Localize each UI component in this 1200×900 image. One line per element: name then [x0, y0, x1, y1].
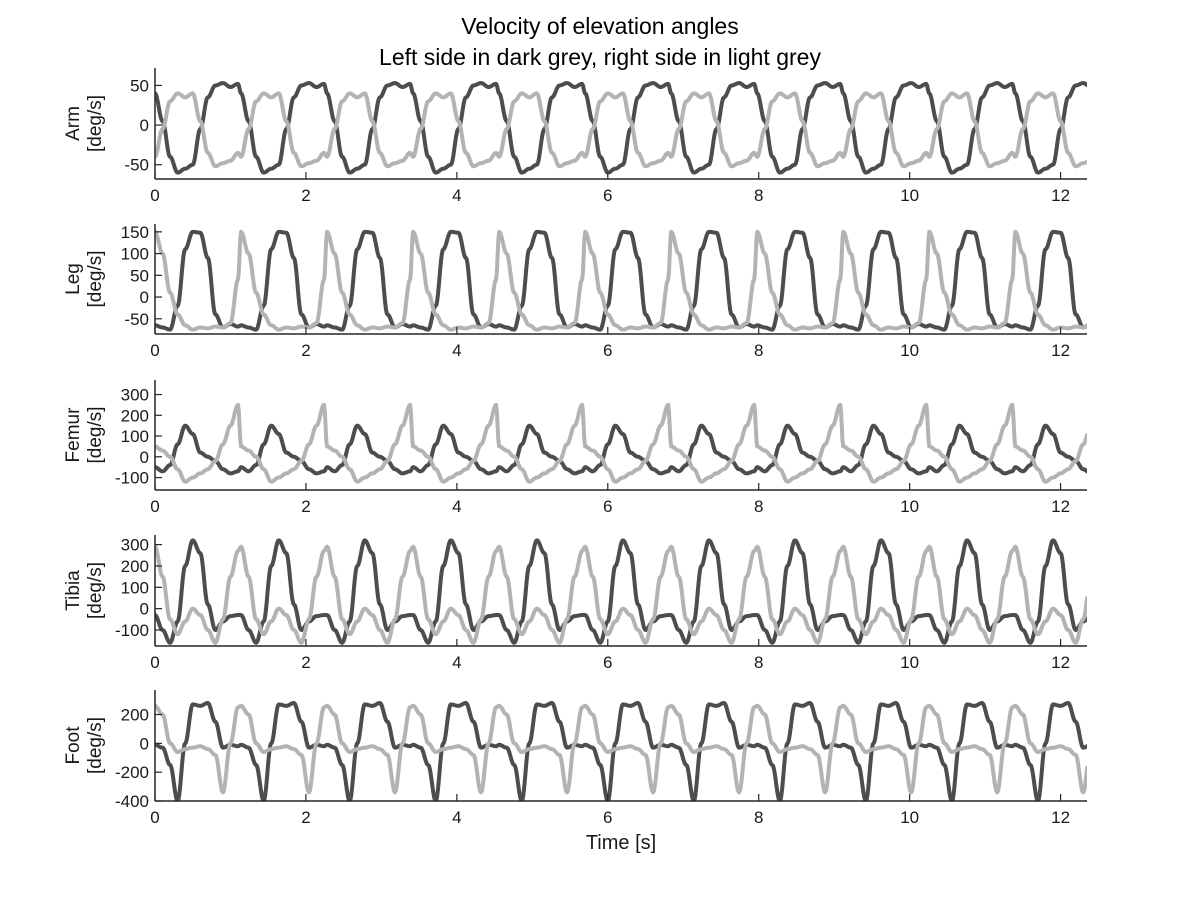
x-tick-label: 8: [754, 186, 763, 205]
x-tick-label: 2: [301, 808, 310, 827]
x-tick-label: 8: [754, 497, 763, 516]
series-group: [155, 229, 1087, 332]
y-tick-label: 300: [121, 386, 149, 405]
y-tick-label: 0: [140, 600, 149, 619]
x-tick-label: 4: [452, 808, 461, 827]
y-tick-label: -200: [115, 763, 149, 782]
y-tick-label: 200: [121, 557, 149, 576]
y-axis-label: [deg/s]: [85, 406, 106, 463]
x-tick-label: 12: [1051, 808, 1070, 827]
y-tick-label: 200: [121, 406, 149, 425]
series-line-left: [155, 423, 1087, 476]
y-tick-label: -100: [115, 621, 149, 640]
y-tick-label: 150: [121, 223, 149, 242]
x-tick-label: 8: [754, 808, 763, 827]
y-tick-label: 100: [121, 578, 149, 597]
y-axis-label: [deg/s]: [85, 250, 106, 307]
y-tick-label: -400: [115, 792, 149, 811]
series-group: [155, 81, 1087, 175]
y-tick-label: 0: [140, 288, 149, 307]
y-tick-label: 0: [140, 734, 149, 753]
chart-subtitle: Left side in dark grey, right side in li…: [379, 44, 821, 70]
series-line-right: [155, 229, 1087, 332]
x-tick-label: 2: [301, 341, 310, 360]
y-tick-label: 0: [140, 448, 149, 467]
x-tick-label: 6: [603, 186, 612, 205]
y-tick-label: 0: [140, 116, 149, 135]
x-tick-label: 0: [150, 497, 159, 516]
x-tick-label: 10: [900, 497, 919, 516]
x-tick-label: 12: [1051, 497, 1070, 516]
series-line-right: [155, 402, 1087, 484]
series-group: [155, 700, 1087, 801]
y-tick-label: 50: [130, 76, 149, 95]
y-tick-label: 100: [121, 245, 149, 264]
x-tick-label: 12: [1051, 653, 1070, 672]
y-tick-label: 300: [121, 536, 149, 555]
y-tick-label: -100: [115, 469, 149, 488]
x-tick-label: 2: [301, 186, 310, 205]
x-tick-label: 4: [452, 341, 461, 360]
series-line-left: [155, 229, 1087, 332]
series-group: [155, 402, 1087, 484]
series-line-left: [155, 538, 1087, 645]
y-axis-label: Femur: [63, 407, 84, 463]
x-tick-label: 2: [301, 653, 310, 672]
y-axis-label: Foot: [63, 726, 84, 765]
x-tick-label: 10: [900, 186, 919, 205]
x-tick-label: 4: [452, 497, 461, 516]
y-axis-label: [deg/s]: [85, 95, 106, 152]
y-axis-label: [deg/s]: [85, 562, 106, 619]
x-tick-label: 12: [1051, 341, 1070, 360]
x-tick-label: 8: [754, 341, 763, 360]
x-tick-label: 4: [452, 186, 461, 205]
x-tick-label: 0: [150, 186, 159, 205]
y-axis-label: [deg/s]: [85, 717, 106, 774]
subplot-foot: -400 -200 0 200 0 2 4 6 8 10 12 Foot [deg/s] Time [s]: [63, 690, 1087, 854]
x-tick-label: 8: [754, 653, 763, 672]
x-tick-label: 0: [150, 653, 159, 672]
x-tick-label: 2: [301, 497, 310, 516]
x-tick-label: 12: [1051, 186, 1070, 205]
y-tick-label: 100: [121, 427, 149, 446]
x-tick-label: 10: [900, 653, 919, 672]
x-tick-label: 6: [603, 653, 612, 672]
y-tick-label: -50: [124, 156, 149, 175]
x-tick-label: 0: [150, 341, 159, 360]
x-tick-label: 6: [603, 341, 612, 360]
x-tick-label: 10: [900, 808, 919, 827]
y-axis-label: Leg: [63, 263, 84, 295]
series-line-left: [155, 700, 1087, 801]
x-tick-label: 6: [603, 808, 612, 827]
x-tick-label: 0: [150, 808, 159, 827]
x-axis-label: Time [s]: [586, 832, 656, 854]
x-tick-label: 6: [603, 497, 612, 516]
chart-title: Velocity of elevation angles: [461, 13, 739, 39]
series-line-left: [155, 81, 1087, 175]
series-line-right: [155, 91, 1087, 169]
series-line-right: [155, 703, 1087, 795]
y-axis-label: Tibia: [63, 570, 84, 611]
y-tick-label: 50: [130, 266, 149, 285]
x-tick-label: 10: [900, 341, 919, 360]
y-tick-label: -50: [124, 310, 149, 329]
y-axis-label: Arm: [63, 106, 84, 141]
y-tick-label: 200: [121, 706, 149, 725]
x-tick-label: 4: [452, 653, 461, 672]
series-group: [155, 538, 1087, 645]
series-line-right: [155, 544, 1087, 645]
